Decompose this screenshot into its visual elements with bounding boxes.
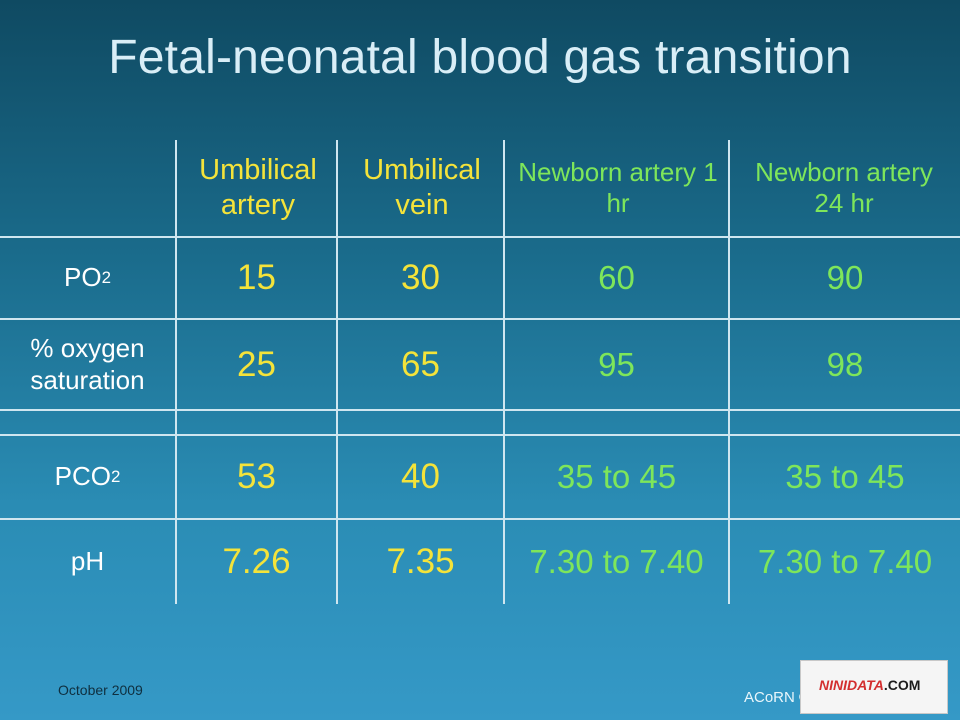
- column-header-umbilical-artery: Umbilical artery: [199, 154, 317, 221]
- value-cell: 7.30 to 7.40: [529, 543, 704, 581]
- row-label-text: PO: [64, 262, 102, 293]
- grid-vline: [175, 140, 177, 604]
- grid-vline: [336, 140, 338, 604]
- value-cell: 95: [598, 345, 635, 383]
- grid-hline: [0, 409, 960, 411]
- grid-vline: [503, 140, 505, 604]
- logo-text: NINIDATA.COM: [819, 677, 920, 693]
- value-cell: 15: [237, 258, 276, 297]
- value-cell: 7.30 to 7.40: [757, 543, 933, 581]
- logo-name: NINIDATA: [819, 677, 884, 693]
- row-label-subscript: 2: [110, 466, 121, 486]
- row-label-subscript: 2: [101, 267, 111, 287]
- grid-hline: [0, 318, 960, 320]
- value-cell: 90: [826, 259, 864, 297]
- column-header-newborn-24hr: Newborn artery 24 hr: [755, 156, 933, 218]
- grid-hline: [0, 434, 960, 436]
- row-label-pco2: PCO 2: [0, 436, 175, 518]
- watermark-logo: NINIDATA.COM: [800, 660, 948, 714]
- value-cell: 53: [237, 457, 276, 496]
- footer-date: October 2009: [58, 682, 143, 698]
- value-cell: 7.35: [386, 542, 455, 581]
- column-header-umbilical-vein: Umbilical vein: [363, 154, 481, 221]
- value-cell: 30: [401, 258, 440, 297]
- value-cell: 25: [237, 344, 276, 384]
- row-label-text: PCO: [54, 461, 111, 492]
- value-cell: 35 to 45: [785, 458, 905, 496]
- grid-vline: [728, 140, 730, 604]
- value-cell: 35 to 45: [556, 458, 677, 496]
- row-label-ph: pH: [70, 546, 105, 577]
- grid-hline: [0, 236, 960, 238]
- logo-suffix: .COM: [883, 677, 921, 693]
- value-cell: 60: [598, 259, 635, 297]
- value-cell: 65: [401, 344, 440, 384]
- value-cell: 7.26: [222, 542, 291, 581]
- grid-hline: [0, 518, 960, 520]
- row-label-po2: PO 2: [0, 238, 175, 318]
- value-cell: 40: [401, 457, 440, 496]
- column-header-newborn-1hr: Newborn artery 1 hr: [518, 156, 718, 218]
- row-label-oxygen-saturation: % oxygen saturation: [30, 333, 145, 395]
- value-cell: 98: [826, 345, 864, 383]
- slide-title: Fetal-neonatal blood gas transition: [108, 31, 852, 84]
